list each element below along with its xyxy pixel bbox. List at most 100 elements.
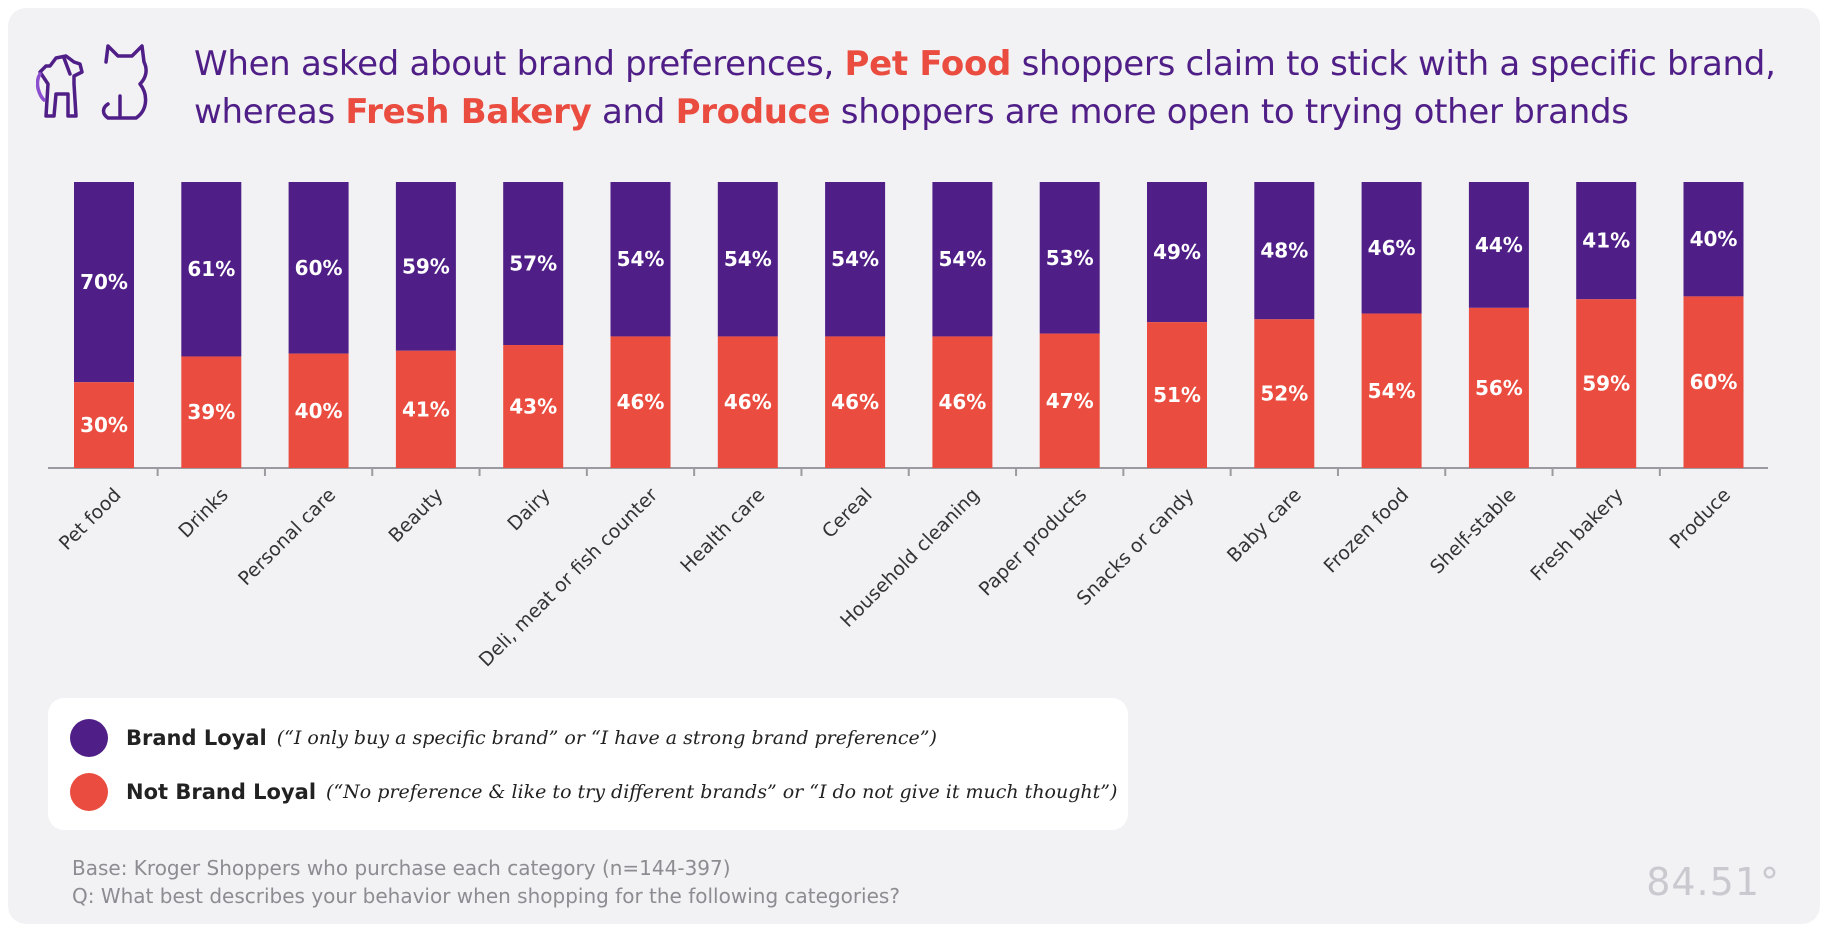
bar-not-brand-loyal-deli-meat-or-fish-counter [610, 336, 671, 468]
bar-brand-loyal-personal-care [288, 182, 349, 354]
category-label-personal-care: Personal care [234, 484, 340, 590]
footnote-base: Base: Kroger Shoppers who purchase each … [72, 856, 731, 880]
data-label-not-brand-loyal-health-care: 46% [724, 390, 772, 414]
legend-item-brand-loyal: Brand Loyal (“I only buy a specific bran… [70, 718, 937, 758]
data-label-brand-loyal-fresh-bakery: 41% [1582, 229, 1630, 253]
data-label-brand-loyal-snacks-or-candy: 49% [1153, 240, 1201, 264]
data-label-brand-loyal-household-cleaning: 54% [938, 247, 986, 271]
title-highlight-pet-food: Pet Food [844, 44, 1012, 84]
data-label-not-brand-loyal-pet-food: 30% [80, 413, 128, 437]
data-label-not-brand-loyal-produce: 60% [1690, 370, 1738, 394]
data-label-not-brand-loyal-frozen-food: 54% [1368, 379, 1416, 403]
legend-label-brand-loyal: Brand Loyal [126, 726, 267, 750]
data-label-brand-loyal-pet-food: 70% [80, 270, 128, 294]
bar-not-brand-loyal-paper-products [1039, 333, 1100, 468]
bar-not-brand-loyal-health-care [717, 336, 778, 468]
bar-brand-loyal-pet-food [74, 182, 134, 383]
chart-title: When asked about brand preferences, Pet … [194, 40, 1794, 136]
data-label-brand-loyal-personal-care: 60% [295, 256, 343, 280]
bar-brand-loyal-frozen-food [1361, 182, 1422, 314]
data-label-not-brand-loyal-cereal: 46% [831, 390, 879, 414]
category-label-pet-food: Pet food [55, 484, 126, 555]
category-label-fresh-bakery: Fresh bakery [1526, 484, 1627, 585]
category-label-snacks-or-candy: Snacks or candy [1073, 484, 1199, 610]
bar-brand-loyal-shelf-stable [1468, 182, 1529, 308]
bar-brand-loyal-beauty [395, 182, 456, 351]
bar-not-brand-loyal-baby-care [1254, 319, 1315, 468]
bar-not-brand-loyal-snacks-or-candy [1147, 322, 1207, 468]
title-highlight-fresh-bakery: Fresh Bakery [345, 92, 592, 132]
category-label-baby-care: Baby care [1223, 484, 1306, 567]
bar-brand-loyal-snacks-or-candy [1147, 182, 1207, 323]
category-label-frozen-food: Frozen food [1320, 484, 1414, 578]
legend: Brand Loyal (“I only buy a specific bran… [48, 698, 1128, 830]
data-label-not-brand-loyal-snacks-or-candy: 51% [1153, 383, 1201, 407]
data-label-not-brand-loyal-deli-meat-or-fish-counter: 46% [617, 390, 665, 414]
data-label-not-brand-loyal-drinks: 39% [187, 400, 235, 424]
bar-not-brand-loyal-shelf-stable [1468, 307, 1529, 468]
data-label-brand-loyal-beauty: 59% [402, 254, 450, 278]
legend-label-not-brand-loyal: Not Brand Loyal [126, 780, 317, 804]
bar-not-brand-loyal-drinks [181, 356, 242, 468]
legend-swatch-not-brand-loyal [70, 773, 108, 811]
title-text-3: and [591, 92, 676, 132]
bar-brand-loyal-baby-care [1254, 182, 1315, 320]
data-label-brand-loyal-health-care: 54% [724, 247, 772, 271]
data-label-brand-loyal-frozen-food: 46% [1368, 236, 1416, 260]
title-text-2: shoppers claim to stick with a specific … [194, 44, 1776, 132]
data-label-brand-loyal-produce: 40% [1690, 227, 1738, 251]
category-label-deli-meat-or-fish-counter: Deli, meat or fish counter [475, 484, 662, 671]
category-label-health-care: Health care [676, 484, 769, 577]
stacked-bar-chart: 70% 30% Pet food 61% 39% Drinks 60% 40% Personal… [48, 182, 1768, 671]
bar-brand-loyal-household-cleaning [932, 182, 993, 337]
bar-not-brand-loyal-beauty [395, 350, 456, 468]
brand-logo: 84.51° [1646, 860, 1780, 904]
bar-not-brand-loyal-household-cleaning [932, 336, 993, 468]
data-label-not-brand-loyal-fresh-bakery: 59% [1582, 372, 1630, 396]
bar-brand-loyal-cereal [825, 182, 886, 337]
category-label-dairy: Dairy [503, 484, 554, 535]
bar-brand-loyal-deli-meat-or-fish-counter [610, 182, 671, 337]
bar-brand-loyal-paper-products [1039, 182, 1100, 334]
bar-brand-loyal-fresh-bakery [1576, 182, 1637, 300]
data-label-brand-loyal-shelf-stable: 44% [1475, 233, 1523, 257]
category-label-paper-products: Paper products [975, 484, 1092, 601]
bar-not-brand-loyal-personal-care [288, 353, 349, 468]
legend-desc-not-brand-loyal: (“No preference & like to try different … [326, 781, 1118, 803]
footnote-question: Q: What best describes your behavior whe… [72, 884, 900, 908]
category-label-cereal: Cereal [818, 484, 877, 543]
data-label-not-brand-loyal-personal-care: 40% [295, 399, 343, 423]
title-highlight-produce: Produce [675, 92, 831, 132]
category-label-produce: Produce [1665, 484, 1735, 554]
data-label-not-brand-loyal-household-cleaning: 46% [938, 390, 986, 414]
bar-brand-loyal-drinks [181, 182, 242, 357]
bar-not-brand-loyal-pet-food [74, 382, 134, 468]
dog-cat-icon [35, 44, 166, 126]
bar-not-brand-loyal-produce [1683, 296, 1744, 468]
legend-desc-brand-loyal: (“I only buy a specific brand” or “I hav… [276, 727, 937, 749]
data-label-brand-loyal-baby-care: 48% [1260, 239, 1308, 263]
data-label-brand-loyal-dairy: 57% [509, 252, 557, 276]
title-text-4: shoppers are more open to trying other b… [830, 92, 1629, 132]
data-label-brand-loyal-paper-products: 53% [1046, 246, 1094, 270]
bar-brand-loyal-dairy [503, 182, 564, 346]
data-label-brand-loyal-drinks: 61% [187, 257, 235, 281]
legend-item-not-brand-loyal: Not Brand Loyal (“No preference & like t… [70, 772, 1117, 812]
category-label-shelf-stable: Shelf-stable [1426, 484, 1520, 578]
data-label-brand-loyal-deli-meat-or-fish-counter: 54% [617, 247, 665, 271]
category-label-beauty: Beauty [384, 484, 447, 547]
data-label-not-brand-loyal-paper-products: 47% [1046, 389, 1094, 413]
data-label-not-brand-loyal-shelf-stable: 56% [1475, 376, 1523, 400]
bar-brand-loyal-health-care [717, 182, 778, 337]
bar-not-brand-loyal-dairy [503, 345, 564, 468]
bar-not-brand-loyal-frozen-food [1361, 313, 1422, 468]
bar-not-brand-loyal-fresh-bakery [1576, 299, 1637, 468]
data-label-not-brand-loyal-baby-care: 52% [1260, 382, 1308, 406]
bar-not-brand-loyal-cereal [825, 336, 886, 468]
category-label-drinks: Drinks [174, 484, 232, 542]
bar-brand-loyal-produce [1683, 182, 1744, 297]
data-label-not-brand-loyal-dairy: 43% [509, 395, 557, 419]
data-label-not-brand-loyal-beauty: 41% [402, 397, 450, 421]
data-label-brand-loyal-cereal: 54% [831, 247, 879, 271]
legend-swatch-brand-loyal [70, 719, 108, 757]
